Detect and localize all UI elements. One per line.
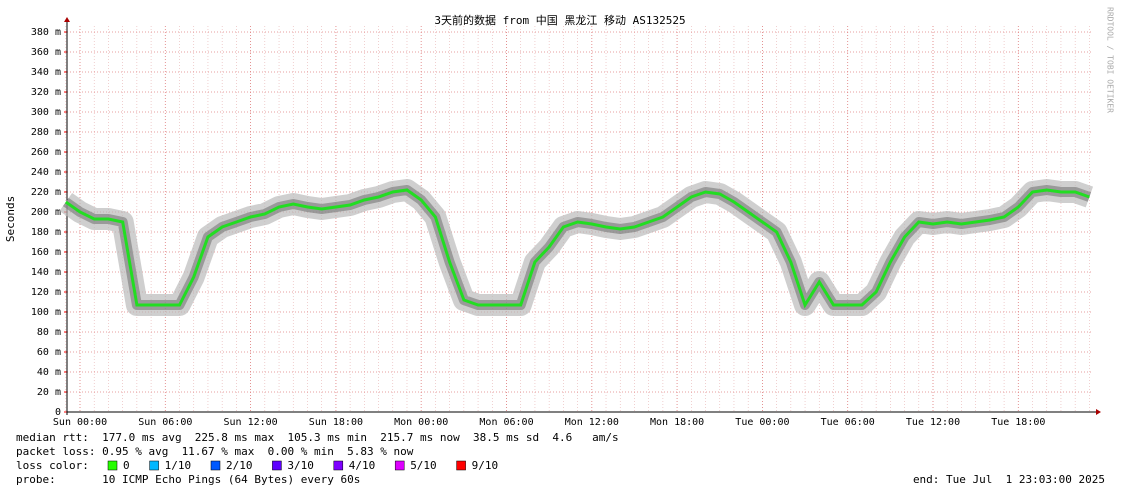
y-tick-label: 20 m xyxy=(37,387,61,398)
x-tick-label: Sun 00:00 xyxy=(53,417,107,428)
x-tick-label: Tue 18:00 xyxy=(991,417,1045,428)
x-tick-label: Mon 12:00 xyxy=(565,417,619,428)
x-tick-label: Tue 00:00 xyxy=(735,417,789,428)
y-tick-label: 320 m xyxy=(31,87,61,98)
stats-line: median rtt: 177.0 ms avg 225.8 ms max 10… xyxy=(16,431,619,444)
probe: probe: 10 ICMP Echo Pings (64 Bytes) eve… xyxy=(16,473,360,486)
legend-swatch xyxy=(456,460,466,471)
legend-label: 4/10 xyxy=(349,459,376,472)
x-tick-label: Sun 12:00 xyxy=(224,417,278,428)
y-tick-label: 380 m xyxy=(31,27,61,38)
y-tick-label: 220 m xyxy=(31,187,61,198)
x-tick-label: Tue 06:00 xyxy=(821,417,875,428)
x-tick-label: Mon 00:00 xyxy=(394,417,448,428)
legend-swatch xyxy=(149,460,159,471)
y-tick-label: 260 m xyxy=(31,147,61,158)
y-arrow xyxy=(64,17,70,22)
x-arrow xyxy=(1096,409,1101,415)
y-tick-label: 40 m xyxy=(37,367,61,378)
legend-label: 9/10 xyxy=(472,459,499,472)
y-tick-label: 160 m xyxy=(31,247,61,258)
end-time: end: Tue Jul 1 23:03:00 2025 xyxy=(913,473,1105,486)
y-axis-label: Seconds xyxy=(4,196,17,242)
legend-label: 3/10 xyxy=(287,459,314,472)
legend-label: 2/10 xyxy=(226,459,253,472)
chart-title: 3天前的数据 from 中国 黑龙江 移动 AS132525 xyxy=(434,13,685,27)
y-tick-label: 60 m xyxy=(37,347,61,358)
x-tick-label: Sun 06:00 xyxy=(138,417,192,428)
y-tick-label: 240 m xyxy=(31,167,61,178)
y-tick-label: 200 m xyxy=(31,207,61,218)
legend-label: 1/10 xyxy=(165,459,192,472)
median-line xyxy=(64,188,1090,309)
y-tick-label: 120 m xyxy=(31,287,61,298)
y-tick-label: 100 m xyxy=(31,307,61,318)
legend-swatch xyxy=(394,460,405,471)
y-tick-label: 140 m xyxy=(31,267,61,278)
legend-label: 0 xyxy=(123,459,130,472)
y-tick-label: 80 m xyxy=(37,327,61,338)
legend-swatch xyxy=(210,460,221,471)
legend-swatch xyxy=(272,460,282,471)
y-tick-label: 0 xyxy=(55,407,61,418)
y-tick-label: 300 m xyxy=(31,107,61,118)
y-tick-label: 360 m xyxy=(31,47,61,58)
x-tick-label: Tue 12:00 xyxy=(906,417,960,428)
x-tick-label: Sun 18:00 xyxy=(309,417,363,428)
watermark: RRDTOOL / TOBI OETIKER xyxy=(1106,7,1115,113)
loss-label: loss color: xyxy=(16,459,89,472)
x-tick-label: Mon 06:00 xyxy=(479,417,533,428)
y-tick-label: 180 m xyxy=(31,227,61,238)
legend-label: 5/10 xyxy=(410,459,437,472)
y-tick-label: 280 m xyxy=(31,127,61,138)
y-tick-label: 340 m xyxy=(31,67,61,78)
x-tick-label: Mon 18:00 xyxy=(650,417,704,428)
stats-line: packet loss: 0.95 % avg 11.67 % max 0.00… xyxy=(16,445,414,458)
legend-swatch xyxy=(333,460,344,471)
legend-swatch xyxy=(107,460,118,471)
